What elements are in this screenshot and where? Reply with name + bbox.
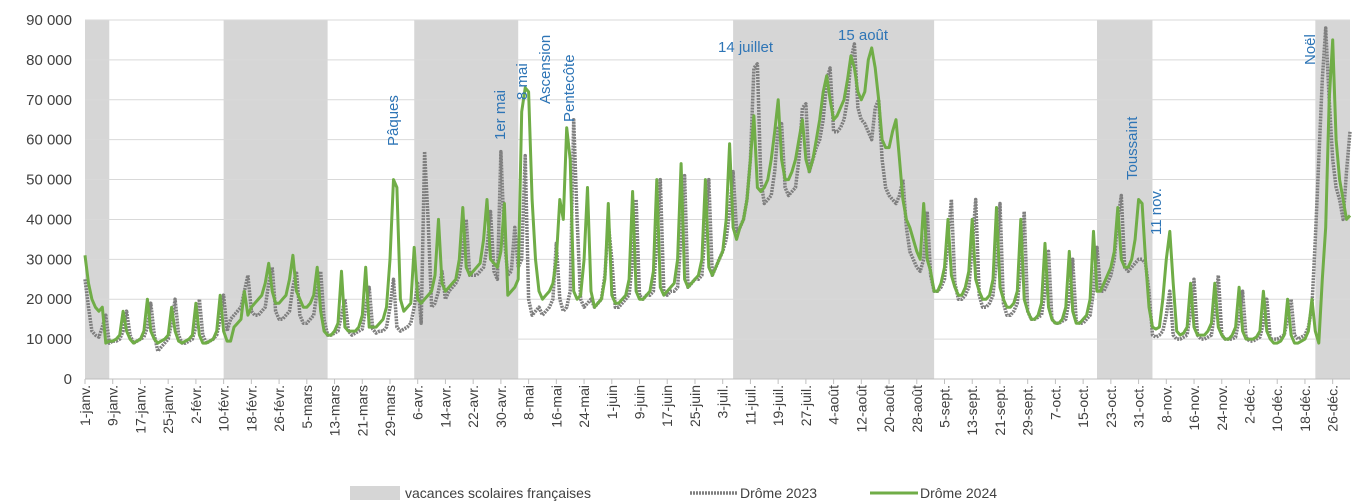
legend-label: Drôme 2024 xyxy=(920,485,997,501)
legend-label: Drôme 2023 xyxy=(740,485,817,501)
annotation: Pâques xyxy=(385,95,402,146)
x-tick-label: 20-août xyxy=(881,385,897,433)
y-tick-label: 10 000 xyxy=(26,331,72,348)
annotation: Ascension xyxy=(537,35,554,104)
y-tick-label: 70 000 xyxy=(26,92,72,109)
y-tick-label: 0 xyxy=(64,371,72,388)
annotation: 1er mai xyxy=(492,90,509,140)
x-tick-label: 18-déc. xyxy=(1297,385,1313,432)
x-tick-label: 26-déc. xyxy=(1325,385,1341,432)
x-tick-label: 23-oct. xyxy=(1103,385,1119,428)
y-tick-label: 30 000 xyxy=(26,251,72,268)
annotation: 15 août xyxy=(838,27,889,44)
vacation-band xyxy=(733,20,935,379)
x-tick-label: 30-avr. xyxy=(493,385,509,428)
y-tick-label: 90 000 xyxy=(26,12,72,29)
x-tick-label: 9-janv. xyxy=(105,385,121,426)
annotation: 8 mai xyxy=(514,63,531,100)
x-tick-label: 21-sept. xyxy=(992,385,1008,436)
y-tick-label: 60 000 xyxy=(26,132,72,149)
y-tick-label: 50 000 xyxy=(26,172,72,189)
x-tick-label: 13-mars xyxy=(327,385,343,436)
series-line xyxy=(83,38,1352,345)
x-tick-label: 17-juin xyxy=(659,385,675,427)
x-tick-label: 9-juin xyxy=(632,385,648,419)
x-tick-label: 19-juil. xyxy=(770,385,786,426)
x-tick-label: 18-févr. xyxy=(243,385,259,432)
x-tick-label: 15-oct. xyxy=(1075,385,1091,428)
x-tick-label: 2-févr. xyxy=(188,385,204,424)
x-tick-label: 12-août xyxy=(853,385,869,433)
y-tick-label: 20 000 xyxy=(26,291,72,308)
x-tick-label: 1-janv. xyxy=(77,385,93,426)
x-tick-label: 5-sept. xyxy=(937,385,953,428)
annotation: Pentecôte xyxy=(561,54,578,122)
x-tick-label: 13-sept. xyxy=(964,385,980,436)
x-tick-label: 8-nov. xyxy=(1158,385,1174,423)
x-tick-label: 25-juin xyxy=(687,385,703,427)
x-tick-label: 28-août xyxy=(909,385,925,433)
x-tick-label: 29-mars xyxy=(382,385,398,436)
x-tick-label: 10-févr. xyxy=(216,385,232,432)
x-tick-label: 17-janv. xyxy=(132,385,148,434)
y-tick-label: 40 000 xyxy=(26,211,72,228)
y-tick-label: 80 000 xyxy=(26,52,72,69)
x-tick-label: 27-juil. xyxy=(798,385,814,426)
x-tick-label: 3-juil. xyxy=(715,385,731,418)
annotation: 11 nov. xyxy=(1148,188,1165,235)
annotation: Noël xyxy=(1302,34,1319,65)
x-tick-label: 14-avr. xyxy=(437,385,453,428)
x-tick-label: 2-déc. xyxy=(1241,385,1257,424)
x-tick-label: 8-mai xyxy=(521,385,537,420)
x-tick-label: 16-nov. xyxy=(1186,385,1202,431)
x-tick-label: 7-oct. xyxy=(1047,385,1063,420)
x-tick-label: 29-sept. xyxy=(1020,385,1036,436)
x-tick-label: 1-juin xyxy=(604,385,620,419)
x-tick-label: 5-mars xyxy=(299,385,315,429)
vacation-band xyxy=(223,20,328,379)
x-tick-label: 25-janv. xyxy=(160,385,176,434)
x-tick-label: 21-mars xyxy=(354,385,370,436)
x-tick-label: 4-août xyxy=(826,385,842,425)
annotation: Toussaint xyxy=(1124,116,1141,180)
x-tick-label: 6-avr. xyxy=(410,385,426,420)
vacation-band xyxy=(1097,20,1153,379)
x-tick-label: 22-avr. xyxy=(465,385,481,428)
x-tick-label: 24-nov. xyxy=(1214,385,1230,431)
annotation: 14 juillet xyxy=(718,39,774,56)
legend-label: vacances scolaires françaises xyxy=(405,485,591,501)
legend-swatch xyxy=(350,486,400,500)
x-tick-label: 16-mai xyxy=(548,385,564,428)
x-tick-label: 26-févr. xyxy=(271,385,287,432)
x-tick-label: 11-juil. xyxy=(742,385,758,425)
x-tick-label: 24-mai xyxy=(576,385,592,428)
x-tick-label: 31-oct. xyxy=(1131,385,1147,428)
x-tick-label: 10-déc. xyxy=(1269,385,1285,432)
